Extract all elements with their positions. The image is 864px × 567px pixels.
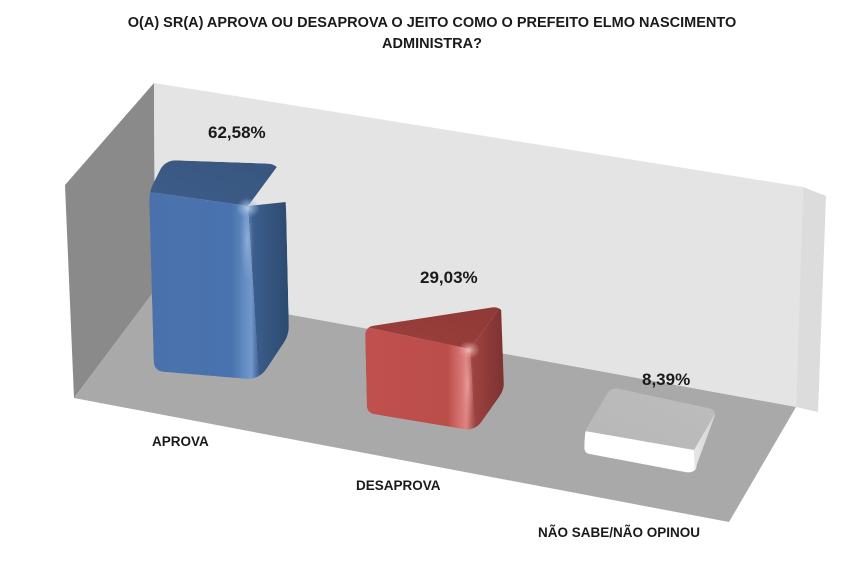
- svg-text:DESAPROVA: DESAPROVA: [356, 478, 441, 493]
- svg-text:APROVA: APROVA: [152, 434, 209, 449]
- svg-text:NÃO SABE/NÃO OPINOU: NÃO SABE/NÃO OPINOU: [538, 525, 700, 540]
- svg-text:8,39%: 8,39%: [642, 370, 690, 389]
- svg-text:29,03%: 29,03%: [420, 268, 478, 287]
- svg-text:62,58%: 62,58%: [208, 123, 266, 142]
